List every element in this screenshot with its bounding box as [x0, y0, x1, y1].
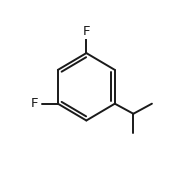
Text: F: F: [83, 25, 90, 38]
Text: F: F: [30, 97, 38, 110]
